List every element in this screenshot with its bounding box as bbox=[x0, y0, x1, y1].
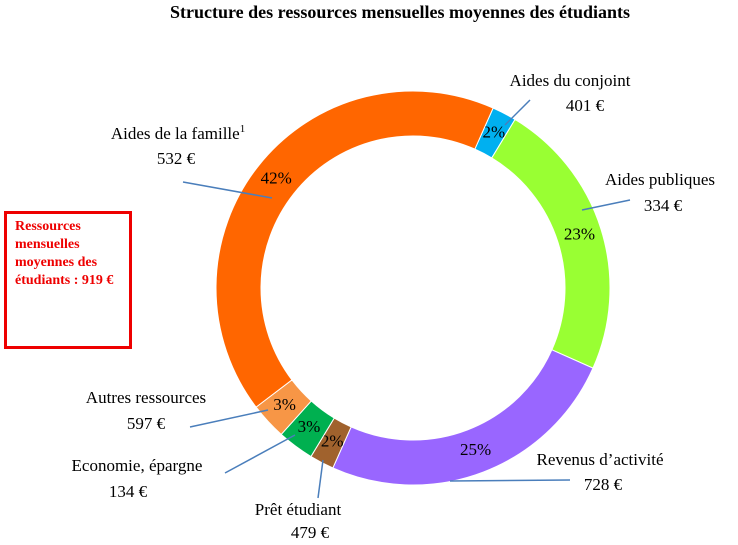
category-name: Economie, épargne bbox=[72, 456, 203, 475]
category-label: Aides du conjoint bbox=[510, 71, 631, 90]
percent-label: 3% bbox=[298, 417, 321, 436]
percent-label: 42% bbox=[261, 169, 292, 188]
leader-line bbox=[581, 199, 631, 211]
category-label: Aides publiques bbox=[605, 170, 715, 189]
leader-line bbox=[189, 409, 269, 428]
leader-line bbox=[317, 459, 324, 499]
category-name: Aides du conjoint bbox=[510, 71, 631, 90]
category-name: Aides publiques bbox=[605, 170, 715, 189]
category-name: Prêt étudiant bbox=[255, 500, 342, 519]
amount-label: 532 € bbox=[157, 149, 196, 168]
amount-label: 597 € bbox=[127, 414, 166, 433]
amount-label: 401 € bbox=[566, 96, 605, 115]
category-label: Aides de la famille1 bbox=[111, 123, 245, 143]
chart-title: Structure des ressources mensuelles moye… bbox=[170, 2, 630, 22]
amount-label: 134 € bbox=[109, 482, 148, 501]
amount-label: 479 € bbox=[291, 523, 330, 542]
category-name: Aides de la famille bbox=[111, 124, 240, 143]
category-name: Revenus d’activité bbox=[537, 450, 664, 469]
category-label: Autres ressources bbox=[86, 388, 206, 407]
percent-label: 2% bbox=[483, 122, 506, 141]
category-name: Autres ressources bbox=[86, 388, 206, 407]
leader-line bbox=[504, 99, 531, 126]
amount-label: 728 € bbox=[584, 475, 623, 494]
amount-label: 334 € bbox=[644, 196, 683, 215]
category-label: Prêt étudiant bbox=[255, 500, 342, 519]
leader-line bbox=[224, 434, 296, 474]
category-label: Economie, épargne bbox=[72, 456, 203, 475]
percent-label: 2% bbox=[321, 432, 344, 451]
leader-line bbox=[182, 181, 273, 199]
donut-segment bbox=[491, 118, 611, 369]
percent-label: 25% bbox=[460, 440, 491, 459]
percent-label: 3% bbox=[273, 395, 296, 414]
footnote-mark: 1 bbox=[240, 123, 246, 135]
donut-segment bbox=[215, 90, 494, 408]
summary-box: Ressources mensuelles moyennes des étudi… bbox=[4, 211, 132, 349]
leader-line bbox=[449, 479, 571, 482]
category-label: Revenus d’activité bbox=[537, 450, 664, 469]
percent-label: 23% bbox=[564, 225, 595, 244]
